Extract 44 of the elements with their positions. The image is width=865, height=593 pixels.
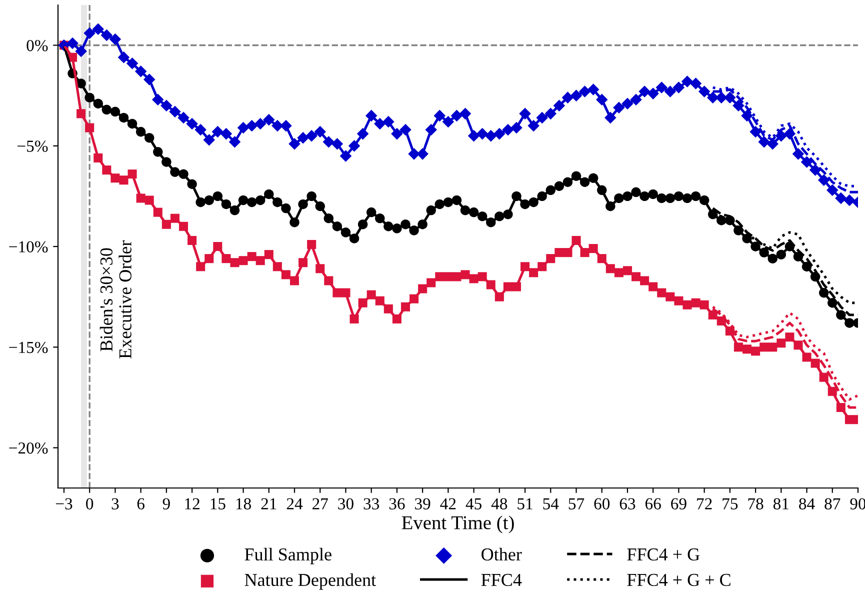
y-tick-label: −20%: [9, 442, 48, 454]
x-tick-label: 36: [389, 498, 405, 510]
x-tick-label: 18: [236, 498, 251, 510]
x-tick-label: 33: [364, 498, 380, 510]
legend-label: FFC4: [481, 574, 522, 586]
x-tick-label: 9: [162, 498, 170, 510]
x-tick-label: 75: [722, 498, 738, 510]
x-tick-label: 0: [86, 498, 94, 510]
legend-label: Other: [482, 548, 522, 561]
x-tick-label: 45: [466, 498, 482, 510]
x-tick-label: 21: [261, 498, 276, 510]
legend-label: Nature Dependent: [244, 573, 376, 590]
x-tick-label: 6: [137, 498, 144, 510]
y-tick-label: −10%: [9, 241, 48, 252]
x-tick-label: 15: [210, 498, 226, 510]
legend-label: Full Sample: [244, 548, 332, 564]
x-tick-label: 30: [338, 498, 354, 510]
x-tick-label: 51: [518, 498, 532, 510]
x-tick-label: 24: [286, 498, 303, 510]
x-tick-label: 42: [440, 498, 456, 510]
x-tick-label: 63: [620, 498, 636, 510]
x-tick-label: 48: [491, 498, 508, 510]
x-axis-title: Event Time (t): [402, 516, 514, 534]
x-tick-label: 57: [568, 498, 584, 510]
x-tick-label: 87: [824, 498, 840, 510]
y-tick-label: −15%: [9, 342, 48, 354]
legend-label: FFC4 + G + C: [627, 574, 730, 586]
legend-label: FFC4 + G: [627, 548, 700, 561]
x-tick-label: 12: [185, 498, 200, 510]
x-tick-label: 78: [748, 498, 764, 510]
x-tick-label: 54: [543, 498, 559, 510]
x-tick-label: 72: [697, 498, 712, 510]
x-tick-label: 27: [312, 498, 328, 510]
x-tick-label: 60: [594, 498, 610, 510]
x-tick-label: 81: [773, 498, 788, 510]
x-tick-label: 66: [645, 498, 661, 510]
x-tick-label: 84: [799, 498, 815, 510]
y-tick-label: 0%: [26, 40, 48, 52]
x-tick-label: 69: [671, 498, 686, 510]
y-tick-label: −5%: [17, 140, 48, 152]
x-tick-label: 3: [112, 498, 119, 510]
x-tick-label: −3: [56, 498, 72, 510]
ref-line-label: Biden's 30×30 Executive Order: [100, 240, 132, 359]
x-tick-label: 39: [415, 498, 430, 510]
